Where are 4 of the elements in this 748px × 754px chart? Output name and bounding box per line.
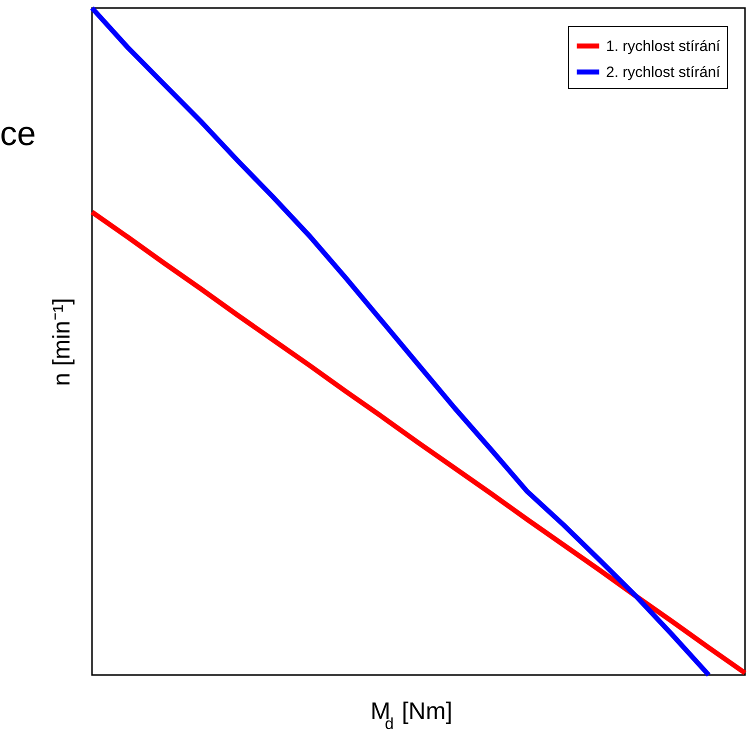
- y-axis-title: n [min⁻¹]: [48, 298, 76, 386]
- text: ce: [0, 115, 36, 153]
- legend-label: 1. rychlost stírání: [606, 38, 722, 55]
- legend-label: 2. rychlost stírání: [606, 64, 722, 81]
